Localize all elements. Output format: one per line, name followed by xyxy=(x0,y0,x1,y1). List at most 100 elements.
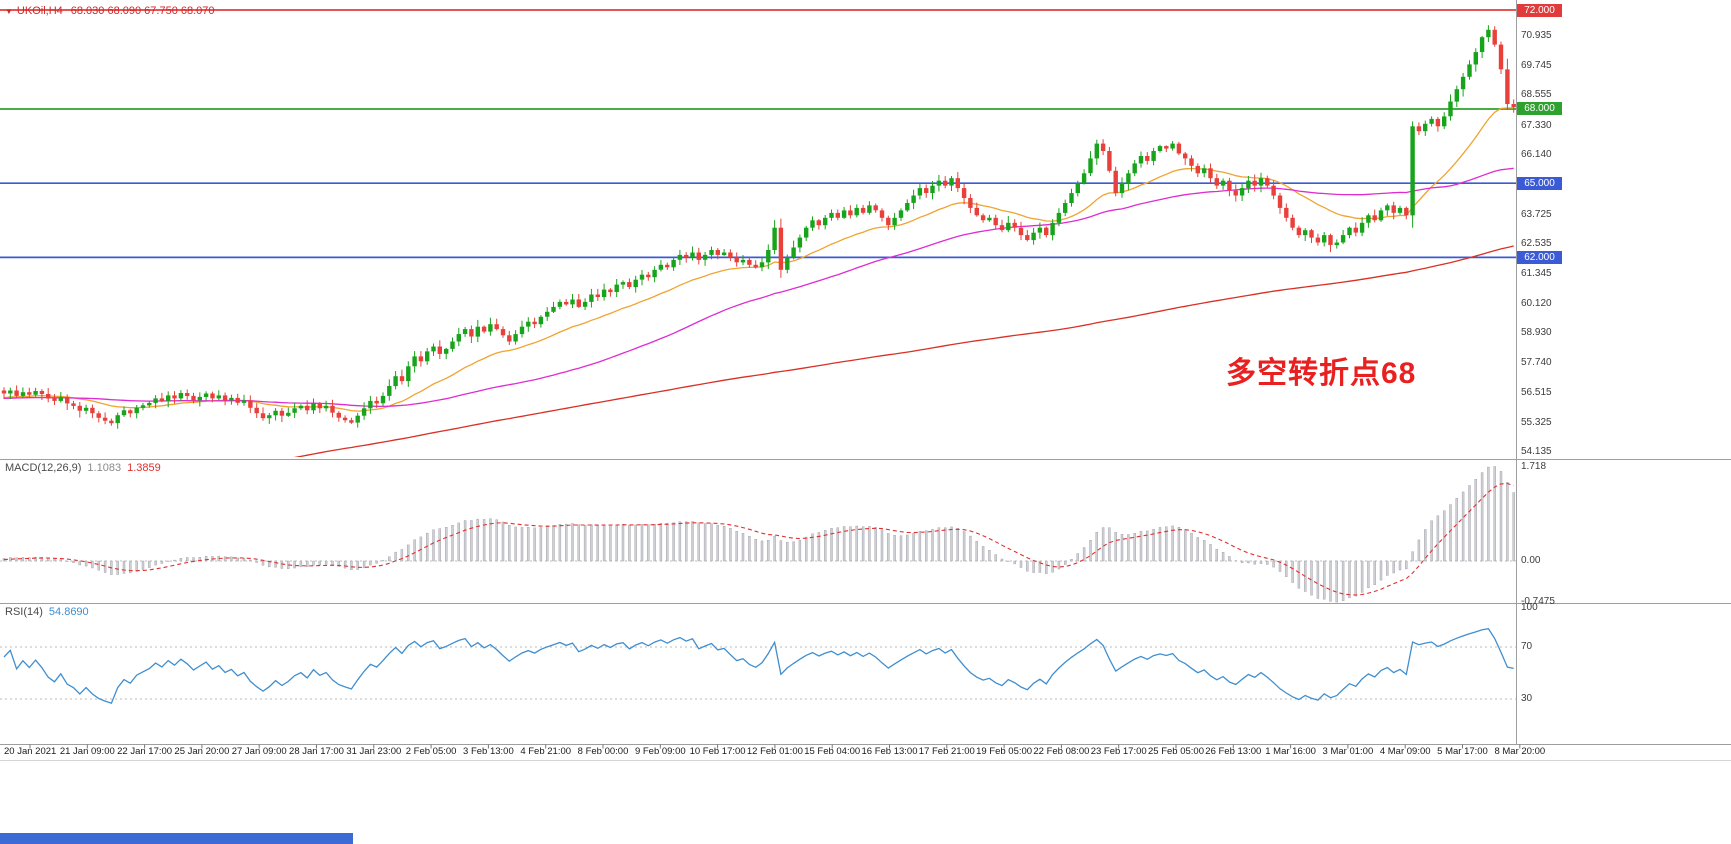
symbol-ohlc-values: 68.030 68.090 67.750 68.070 xyxy=(70,5,215,17)
candle-body xyxy=(355,415,360,423)
time-axis-label: 19 Feb 05:00 xyxy=(976,746,1033,757)
macd-histogram-bar xyxy=(1341,560,1345,601)
macd-histogram-bar xyxy=(666,523,669,562)
macd-histogram-bar xyxy=(457,522,460,562)
macd-histogram-bar xyxy=(280,560,284,569)
candle-body xyxy=(134,407,139,414)
candle-body xyxy=(1416,126,1422,132)
candle-body xyxy=(393,376,398,387)
macd-histogram-bar xyxy=(432,529,435,562)
macd-histogram-bar xyxy=(925,530,928,562)
macd-histogram-bar xyxy=(1234,560,1238,562)
macd-histogram-bar xyxy=(628,524,631,562)
candle-body xyxy=(317,403,322,409)
macd-histogram-bar xyxy=(1013,560,1016,565)
candle-body xyxy=(785,257,790,270)
macd-histogram-bar xyxy=(407,544,410,562)
time-axis-label: 22 Jan 17:00 xyxy=(117,746,173,757)
candle-body xyxy=(279,410,285,416)
macd-histogram-bar xyxy=(179,558,183,562)
candle-body xyxy=(999,225,1005,231)
macd-histogram-bar xyxy=(741,533,745,562)
macd-histogram-bar xyxy=(539,527,543,562)
rsi-panel[interactable] xyxy=(0,603,1516,744)
candle-body xyxy=(121,410,127,416)
candle-body xyxy=(595,294,600,297)
macd-histogram-bar xyxy=(1146,530,1149,562)
macd-histogram-bar xyxy=(647,524,650,562)
macd-histogram-bar xyxy=(962,531,966,562)
macd-histogram-bar xyxy=(1063,560,1067,565)
candle-body xyxy=(684,254,689,258)
macd-signal-value: 1.3859 xyxy=(127,462,161,474)
macd-histogram-bar xyxy=(1449,504,1452,562)
time-axis-label: 8 Mar 20:00 xyxy=(1494,746,1546,757)
candle-body xyxy=(1410,126,1415,216)
macd-histogram-bar xyxy=(1310,560,1313,596)
macd-histogram-bar xyxy=(697,522,700,562)
macd-panel[interactable] xyxy=(0,459,1516,603)
macd-histogram-bar xyxy=(103,560,107,573)
candle-body xyxy=(412,356,417,367)
macd-histogram-bar xyxy=(350,560,353,570)
price-axis-label: 61.345 xyxy=(1521,267,1552,279)
macd-histogram-bar xyxy=(558,524,562,562)
time-axis-label: 8 Feb 00:00 xyxy=(577,746,629,757)
candle-body xyxy=(185,393,190,396)
macd-histogram-bar xyxy=(15,557,18,562)
time-axis-label: 15 Feb 04:00 xyxy=(804,746,861,757)
time-axis-label: 17 Feb 21:00 xyxy=(918,746,975,757)
macd-histogram-bar xyxy=(482,519,486,562)
candle-body xyxy=(241,400,247,403)
candle-body xyxy=(804,227,809,238)
candle-body xyxy=(1025,235,1030,240)
candle-body xyxy=(153,398,158,403)
macd-histogram-bar xyxy=(918,531,922,562)
rsi-line xyxy=(3,627,1514,705)
macd-histogram-bar xyxy=(242,558,246,562)
macd-histogram-bar xyxy=(438,528,441,562)
macd-histogram-bar xyxy=(931,529,934,562)
candle-body xyxy=(159,398,165,401)
candle-body xyxy=(791,247,796,258)
macd-histogram-bar xyxy=(312,560,315,566)
macd-histogram-bar xyxy=(463,520,467,562)
macd-histogram-bar xyxy=(1120,534,1124,562)
macd-histogram-bar xyxy=(703,523,707,562)
candle-body xyxy=(646,274,651,278)
time-axis-label: 23 Feb 17:00 xyxy=(1090,746,1147,757)
candle-body xyxy=(576,299,581,307)
macd-histogram-bar xyxy=(261,560,265,566)
macd-histogram-bar xyxy=(28,557,31,562)
candle-body xyxy=(1372,215,1377,221)
macd-histogram-bar xyxy=(621,524,625,562)
candle-body xyxy=(1138,156,1144,164)
candle-body xyxy=(406,366,411,382)
candle-body xyxy=(753,264,758,268)
candle-body xyxy=(330,405,335,413)
candle-body xyxy=(380,395,386,404)
candle-body xyxy=(1479,37,1485,52)
macd-histogram-bar xyxy=(223,556,227,562)
macd-histogram-bar xyxy=(1354,560,1358,597)
candle-body xyxy=(557,301,563,307)
candle-body xyxy=(14,390,19,396)
macd-histogram-bar xyxy=(912,533,915,562)
candle-body xyxy=(1126,173,1131,184)
candle-body xyxy=(1473,52,1478,65)
candle-body xyxy=(1202,168,1207,174)
candle-body xyxy=(197,396,202,401)
macd-histogram-bar xyxy=(735,531,738,562)
candle-body xyxy=(425,351,430,362)
macd-indicator-name: MACD(12,26,9) xyxy=(5,462,82,474)
candle-body xyxy=(1328,235,1333,245)
candle-body xyxy=(90,407,95,414)
rsi-plot-layer xyxy=(0,627,1516,705)
candle-body xyxy=(1378,210,1384,221)
macd-histogram-bar xyxy=(849,526,852,562)
candle-body xyxy=(273,410,278,416)
candle-body xyxy=(222,395,228,401)
candle-body xyxy=(1460,76,1466,90)
dropdown-marker-icon: ▼ xyxy=(5,7,13,16)
